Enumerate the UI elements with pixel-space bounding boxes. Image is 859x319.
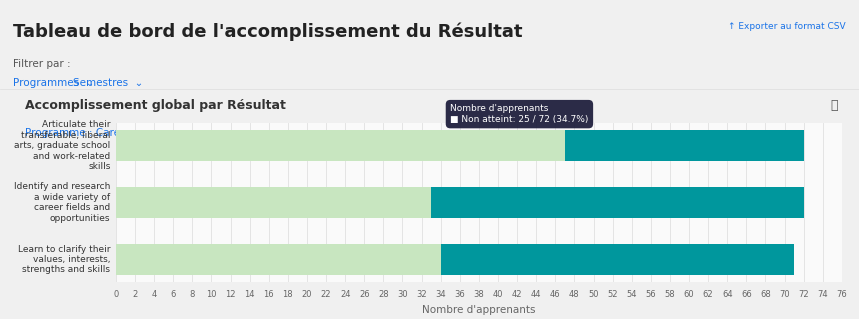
Bar (116, 130, 565, 161)
Text: Semestres  ⌄: Semestres ⌄ (73, 78, 143, 87)
Bar (441, 244, 794, 275)
Text: Filtrer par :: Filtrer par : (13, 59, 70, 69)
Bar (116, 187, 431, 218)
Text: ⤢: ⤢ (831, 99, 838, 112)
Bar (116, 244, 441, 275)
Text: Nombre d'apprenants
■ Non atteint: 25 / 72 (34.7%): Nombre d'apprenants ■ Non atteint: 25 / … (450, 104, 588, 124)
Text: Programmes  ⌄: Programmes ⌄ (13, 78, 94, 87)
Bar (565, 130, 804, 161)
Bar (431, 187, 804, 218)
Text: Tableau de bord de l'accomplissement du Résultat: Tableau de bord de l'accomplissement du … (13, 22, 522, 41)
X-axis label: Nombre d'apprenants: Nombre d'apprenants (422, 305, 536, 315)
Text: Programme : Career Development  ›  Career Learn...: Programme : Career Development › Career … (26, 128, 299, 138)
Text: ↑ Exporter au format CSV: ↑ Exporter au format CSV (728, 22, 846, 31)
Text: Accomplissement global par Résultat: Accomplissement global par Résultat (26, 99, 286, 112)
